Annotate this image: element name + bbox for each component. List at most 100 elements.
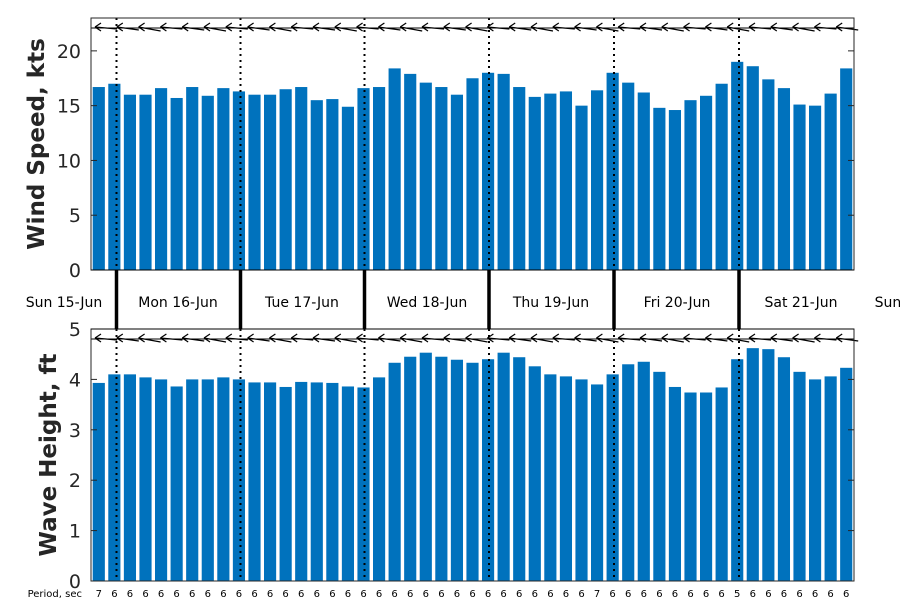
wave-direction-arrow (835, 333, 859, 343)
wave-bar (497, 352, 510, 581)
wave-bar (746, 348, 759, 581)
wave-bar (139, 377, 152, 581)
wind-bar (482, 72, 495, 270)
wave-bar (373, 377, 386, 581)
wave-bar (341, 386, 355, 581)
wave-direction-arrow (160, 333, 183, 343)
wave-bar (544, 374, 557, 581)
wave-bar (123, 374, 137, 581)
wind-bar (341, 106, 355, 270)
wave-direction-arrow (661, 333, 684, 343)
wind-bar (809, 105, 822, 271)
wave-direction-arrow (399, 333, 423, 343)
wave-direction-arrow (312, 333, 336, 343)
wind-bar (217, 88, 230, 271)
wind-direction-arrow (639, 22, 663, 32)
period-value: 6 (578, 589, 584, 600)
wave-direction-arrow (138, 333, 161, 343)
period-value: 6 (454, 589, 460, 600)
wind-bar (575, 105, 588, 271)
wind-direction-arrow (748, 22, 772, 32)
wave-bar (232, 379, 246, 581)
wave-bar (762, 349, 775, 581)
period-value: 6 (609, 589, 615, 600)
period-row: Period, sec 7 6 6 6 6 6 6 6 6 6 6 6 6 6 6 6 6 6 6 6 6 6 6 6 6 6 6 6 6… (28, 589, 850, 600)
wind-direction-arrow (443, 22, 466, 32)
wind-bar (186, 87, 199, 270)
wind-bar (373, 87, 386, 270)
wave-bar (840, 367, 853, 581)
wind-bar (793, 104, 806, 270)
period-value: 6 (298, 589, 304, 600)
wave-bar (388, 362, 401, 581)
wave-bar (793, 371, 806, 581)
period-value: 6 (329, 589, 335, 600)
wave-bar (217, 377, 230, 581)
wave-direction-arrow (356, 333, 379, 343)
wave-bar (201, 379, 214, 581)
wave-bar (186, 379, 199, 581)
period-value: 6 (142, 589, 148, 600)
wind-speed-panel: 0 5 10 15 20 Wind Speed, kts (24, 17, 859, 282)
wave-direction-arrow (203, 333, 227, 343)
period-value: 6 (407, 589, 413, 600)
wave-direction-arrow (574, 333, 597, 343)
wave-bar (575, 379, 588, 581)
wind-bar (700, 95, 713, 270)
wave-bar (155, 379, 168, 581)
wind-direction-arrow (596, 22, 619, 32)
wave-bar (777, 357, 791, 581)
wind-direction-arrow (312, 22, 336, 32)
wind-direction-arrow (835, 22, 859, 32)
period-value: 6 (687, 589, 693, 600)
wind-bar (248, 94, 261, 270)
wave-direction-arrow (814, 333, 837, 343)
period-value: 6 (796, 589, 802, 600)
wind-bar (388, 68, 401, 271)
period-value: 6 (516, 589, 522, 600)
wave-direction-arrow (181, 333, 205, 343)
period-value: 6 (205, 589, 211, 600)
wave-bar (637, 361, 650, 581)
wind-ylabel: Wind Speed, kts (24, 38, 50, 250)
period-value: 6 (189, 589, 195, 600)
wind-bar (528, 96, 541, 270)
wave-bar (326, 382, 339, 581)
wave-direction-arrow (269, 333, 292, 343)
wind-bar (123, 94, 137, 270)
period-value: 6 (827, 589, 833, 600)
wind-bar (326, 99, 339, 270)
wind-direction-arrow (661, 22, 684, 32)
period-title: Period, sec (28, 589, 82, 600)
wind-direction-arrow (378, 22, 401, 32)
wind-bar (155, 88, 168, 271)
wave-direction-arrow (770, 333, 793, 343)
wind-bar (606, 72, 619, 270)
wave-bar (435, 356, 448, 581)
wind-direction-arrow (356, 22, 379, 32)
wave-direction-arrow (94, 333, 118, 343)
period-value: 6 (781, 589, 787, 600)
wave-bar (653, 371, 666, 581)
wind-direction-arrow (399, 22, 423, 32)
wave-bar (248, 382, 261, 581)
wave-bar (513, 357, 526, 581)
period-value: 6 (625, 589, 631, 600)
period-value: 6 (282, 589, 288, 600)
wind-direction-arrow (160, 22, 183, 32)
period-value: 6 (391, 589, 397, 600)
wave-direction-arrow (552, 333, 575, 343)
wind-bar (497, 73, 510, 270)
wave-ytick-label: 4 (69, 369, 81, 391)
wind-bar (513, 87, 526, 270)
period-value: 5 (734, 589, 740, 600)
wave-bar (450, 359, 464, 581)
day-label: Sat 21-Jun (765, 295, 838, 311)
wind-bar (824, 93, 837, 270)
wind-bar (684, 100, 697, 270)
wind-direction-arrow (705, 22, 728, 32)
wave-bar (357, 387, 370, 581)
wave-direction-arrow (443, 333, 466, 343)
period-value: 6 (812, 589, 818, 600)
